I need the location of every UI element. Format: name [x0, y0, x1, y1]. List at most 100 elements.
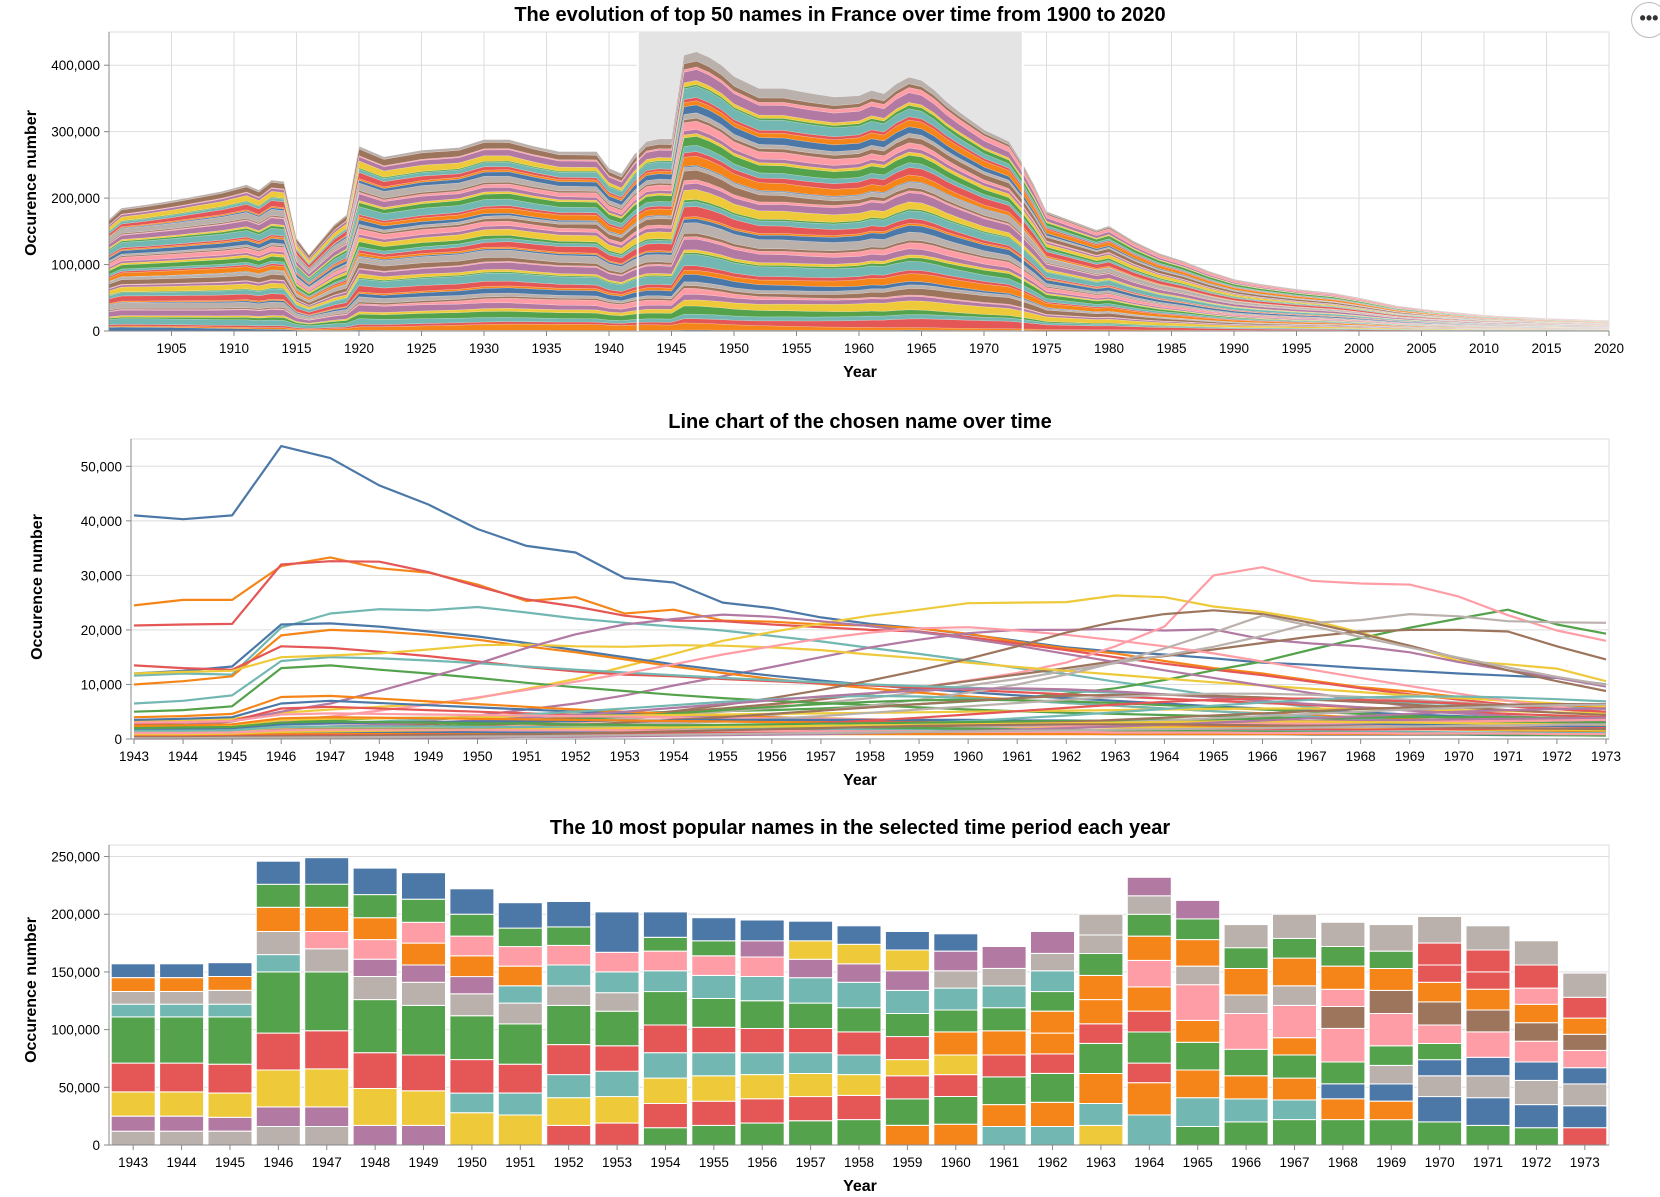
stacked-bar-x-tick-label: 1961: [989, 1155, 1019, 1170]
stacked-bar-segment: [1368, 1100, 1414, 1121]
stacked-bar-segment: [788, 977, 834, 1004]
stacked-bar-segment: [401, 1004, 446, 1056]
stacked-bar-segment: [933, 1123, 979, 1146]
stacked-bar-segment: [981, 1104, 1027, 1127]
stacked-bar-segment: [836, 1031, 882, 1056]
stacked-bar-segment: [642, 950, 688, 972]
stacked-bar-segment: [1320, 1006, 1366, 1029]
stacked-bar-segment: [352, 894, 398, 919]
stacked-bar-segment: [449, 976, 495, 995]
stacked-bar-segment: [546, 1097, 592, 1126]
stacked-bar-segment: [304, 931, 350, 950]
stacked-area-chart[interactable]: The evolution of top 50 names in France …: [23, 4, 1624, 381]
stacked-area-y-tick-label: 300,000: [51, 125, 100, 140]
stacked-bar-chart[interactable]: The 10 most popular names in the selecte…: [23, 817, 1610, 1195]
stacked-bar-segment: [1175, 939, 1221, 967]
stacked-bar-segment: [933, 1009, 979, 1033]
stacked-bar-segment: [691, 940, 737, 957]
stacked-bar-segment: [1078, 934, 1124, 954]
stacked-bar-segment: [1223, 994, 1269, 1014]
line-chart[interactable]: Line chart of the chosen name over time …: [29, 411, 1621, 789]
stacked-bar-segment: [981, 1030, 1027, 1056]
stacked-bar-segment: [642, 1127, 688, 1146]
stacked-bar-segment: [594, 1096, 640, 1124]
stacked-bar-segment: [1513, 940, 1559, 966]
stacked-area-x-tick-label: 1935: [531, 341, 561, 356]
stacked-bar-segment: [1030, 931, 1075, 954]
stacked-bar-segment: [981, 946, 1027, 969]
stacked-bar-segment: [1126, 913, 1172, 937]
stacked-bar-segment: [1513, 1040, 1559, 1063]
stacked-bar-segment: [449, 955, 495, 978]
line-chart-series-line: [133, 687, 1607, 734]
stacked-bar-segment: [1417, 1001, 1463, 1026]
stacked-bar-segment: [449, 1059, 495, 1094]
stacked-bar-segment: [642, 1024, 688, 1054]
stacked-bar-segment: [1126, 986, 1172, 1012]
stacked-bar-segment: [1513, 1079, 1559, 1106]
stacked-bar-segment: [788, 1028, 834, 1054]
line-chart-series-line: [133, 716, 1607, 735]
stacked-bar-y-tick-label: 250,000: [51, 850, 100, 865]
stacked-bar-y-tick-label: 50,000: [59, 1080, 100, 1095]
stacked-bar-segment: [255, 1126, 301, 1146]
stacked-bar-segment: [1175, 1097, 1221, 1127]
stacked-area-x-tick-label: 2010: [1469, 341, 1499, 356]
stacked-bar-segment: [207, 1116, 253, 1132]
stacked-bar-segment: [788, 1002, 834, 1029]
stacked-bar-segment: [739, 1000, 785, 1029]
stacked-bar-segment: [1368, 1083, 1414, 1102]
stacked-bar-segment: [1126, 1114, 1172, 1146]
stacked-bar-segment: [836, 1054, 882, 1076]
stacked-bar-segment: [788, 1073, 834, 1098]
stacked-bar-segment: [1320, 1119, 1366, 1146]
stacked-bar-y-axis-title: Occurence number: [23, 917, 40, 1063]
stacked-bar-segment: [1078, 1043, 1124, 1074]
stacked-bar-segment: [933, 1031, 979, 1056]
stacked-area-layer: [108, 281, 1610, 330]
stacked-bar-segment: [1368, 924, 1414, 952]
stacked-bar-x-tick-label: 1948: [360, 1155, 390, 1170]
stacked-bar-segment: [1465, 1097, 1511, 1126]
stacked-bar-segment: [207, 1003, 253, 1018]
line-chart-x-tick-label: 1944: [168, 749, 199, 764]
stacked-bar-segment: [981, 1126, 1027, 1146]
stacked-bar-segment: [1562, 1083, 1608, 1107]
stacked-bar-segment: [884, 1124, 930, 1146]
stacked-bar-segment: [788, 1096, 834, 1122]
stacked-bar-segment: [207, 976, 253, 991]
stacked-bar-segment: [1078, 953, 1124, 976]
stacked-bar-segment: [497, 902, 543, 929]
stacked-bar-x-tick-label: 1950: [457, 1155, 487, 1170]
stacked-bar-segment: [594, 1010, 640, 1047]
stacked-bar-segment: [1417, 964, 1463, 983]
stacked-bar-segment: [981, 968, 1027, 987]
stacked-bar-segment: [110, 1115, 156, 1132]
stacked-area-y-tick-label: 400,000: [51, 58, 100, 73]
stacked-bar-segment: [1368, 968, 1414, 991]
more-options-button[interactable]: •••: [1631, 2, 1660, 38]
stacked-bar-segment: [933, 933, 979, 952]
line-chart-x-tick-label: 1945: [217, 749, 247, 764]
stacked-bar-x-tick-label: 1951: [505, 1155, 535, 1170]
stacked-bar-segment: [1417, 942, 1463, 966]
stacked-bar-segment: [1223, 1121, 1269, 1146]
stacked-bar-segment: [933, 1054, 979, 1076]
line-chart-x-tick-label: 1948: [364, 749, 394, 764]
line-chart-x-tick-label: 1949: [413, 749, 443, 764]
stacked-bar-segment: [255, 971, 301, 1034]
stacked-bar-segment: [110, 1091, 156, 1117]
stacked-bar-segment: [691, 974, 737, 1000]
line-chart-x-axis-title: Year: [843, 772, 877, 789]
stacked-bar-segment: [836, 943, 882, 965]
stacked-area-x-tick-label: 2000: [1344, 341, 1374, 356]
stacked-bar-segment: [1562, 1105, 1608, 1129]
stacked-bar-segment: [981, 1054, 1027, 1078]
line-chart-x-tick-label: 1956: [757, 749, 787, 764]
stacked-bar-segment: [739, 919, 785, 942]
stacked-bar-title: The 10 most popular names in the selecte…: [550, 817, 1170, 839]
stacked-bar-segment: [546, 1044, 592, 1076]
stacked-area-x-tick-label: 1925: [406, 341, 436, 356]
stacked-bar-x-tick-label: 1947: [312, 1155, 342, 1170]
